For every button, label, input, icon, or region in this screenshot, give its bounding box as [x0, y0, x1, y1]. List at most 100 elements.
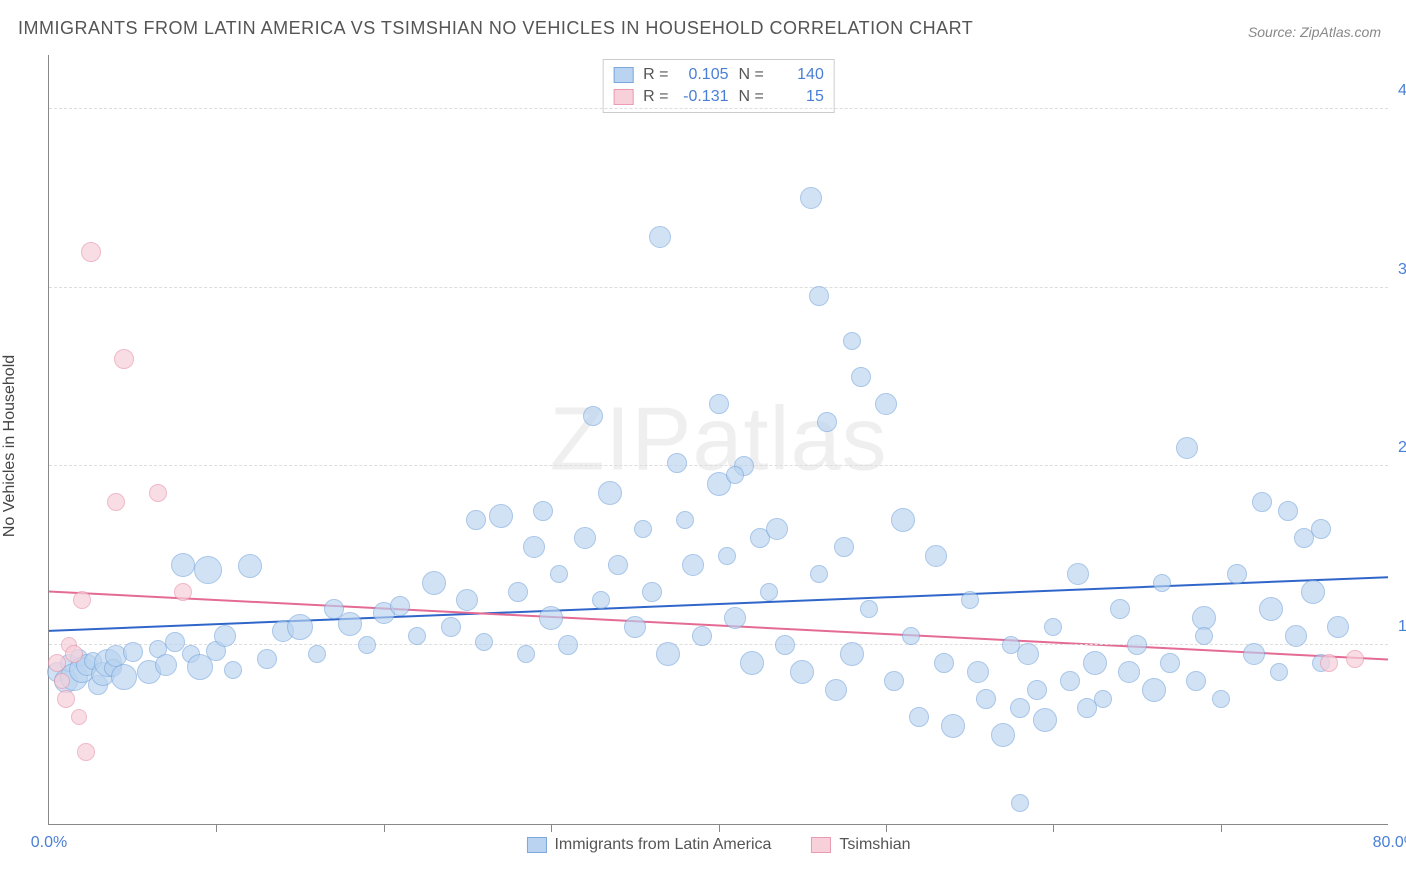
data-point [1227, 564, 1247, 584]
data-point [834, 537, 854, 557]
data-point [171, 553, 195, 577]
stat-n-value: 140 [774, 66, 824, 84]
y-tick-label: 30.0% [1398, 261, 1406, 279]
data-point [592, 591, 610, 609]
data-point [1110, 599, 1130, 619]
data-point [775, 635, 795, 655]
data-point [817, 412, 837, 432]
data-point [214, 625, 236, 647]
stat-r-label: R = [643, 88, 668, 106]
stat-n-value: 15 [774, 88, 824, 106]
stat-r-value: -0.131 [679, 88, 729, 106]
data-point [54, 673, 70, 689]
data-point [1278, 501, 1298, 521]
legend-label: Tsimshian [839, 836, 910, 854]
data-point [682, 554, 704, 576]
data-point [1142, 678, 1166, 702]
data-point [624, 616, 646, 638]
data-point [1067, 563, 1089, 585]
data-point [174, 583, 192, 601]
data-point [1153, 574, 1171, 592]
data-point [790, 660, 814, 684]
y-tick-label: 20.0% [1398, 439, 1406, 457]
data-point [489, 504, 513, 528]
data-point [114, 349, 134, 369]
data-point [1027, 680, 1047, 700]
gridline [49, 108, 1388, 109]
data-point [1252, 492, 1272, 512]
data-point [800, 187, 822, 209]
data-point [676, 511, 694, 529]
data-point [860, 600, 878, 618]
x-tick-right: 80.0% [1373, 834, 1406, 852]
data-point [740, 651, 764, 675]
stats-legend: R =0.105N =140R =-0.131N =15 [602, 59, 835, 113]
data-point [1010, 698, 1030, 718]
data-point [1311, 519, 1331, 539]
data-point [1176, 437, 1198, 459]
legend-swatch [811, 837, 831, 853]
data-point [718, 547, 736, 565]
data-point [709, 394, 729, 414]
chart-title: IMMIGRANTS FROM LATIN AMERICA VS TSIMSHI… [18, 18, 973, 39]
data-point [338, 612, 362, 636]
data-point [692, 626, 712, 646]
data-point [466, 510, 486, 530]
x-tick-mark [719, 824, 720, 832]
data-point [358, 636, 376, 654]
data-point [840, 642, 864, 666]
chart-container: IMMIGRANTS FROM LATIN AMERICA VS TSIMSHI… [0, 0, 1406, 892]
data-point [1212, 690, 1230, 708]
data-point [642, 582, 662, 602]
data-point [1060, 671, 1080, 691]
legend-swatch [613, 67, 633, 83]
data-point [851, 367, 871, 387]
data-point [422, 571, 446, 595]
y-tick-label: 40.0% [1398, 82, 1406, 100]
data-point [724, 607, 746, 629]
data-point [934, 653, 954, 673]
gridline [49, 644, 1388, 645]
data-point [107, 493, 125, 511]
data-point [656, 642, 680, 666]
data-point [991, 723, 1015, 747]
data-point [257, 649, 277, 669]
data-point [598, 481, 622, 505]
data-point [1033, 708, 1057, 732]
data-point [1017, 643, 1039, 665]
data-point [649, 226, 671, 248]
data-point [1320, 654, 1338, 672]
legend-swatch [613, 89, 633, 105]
legend-item: Tsimshian [811, 836, 910, 854]
data-point [1044, 618, 1062, 636]
data-point [760, 583, 778, 601]
stats-row: R =0.105N =140 [613, 64, 824, 86]
data-point [1160, 653, 1180, 673]
data-point [766, 518, 788, 540]
plot-area: ZIPatlas R =0.105N =140R =-0.131N =15 Im… [48, 55, 1388, 825]
data-point [608, 555, 628, 575]
data-point [533, 501, 553, 521]
data-point [967, 661, 989, 683]
data-point [891, 508, 915, 532]
data-point [1083, 651, 1107, 675]
data-point [667, 453, 687, 473]
data-point [1346, 650, 1364, 668]
data-point [48, 654, 66, 672]
data-point [1186, 671, 1206, 691]
data-point [408, 627, 426, 645]
data-point [726, 466, 744, 484]
data-point [194, 556, 222, 584]
legend-item: Immigrants from Latin America [526, 836, 771, 854]
data-point [976, 689, 996, 709]
stat-r-value: 0.105 [679, 66, 729, 84]
legend-label: Immigrants from Latin America [554, 836, 771, 854]
data-point [111, 664, 137, 690]
data-point [1243, 643, 1265, 665]
data-point [517, 645, 535, 663]
data-point [1327, 616, 1349, 638]
data-point [825, 679, 847, 701]
data-point [961, 591, 979, 609]
y-axis-label: No Vehicles in Household [1, 355, 19, 537]
x-tick-mark [886, 824, 887, 832]
